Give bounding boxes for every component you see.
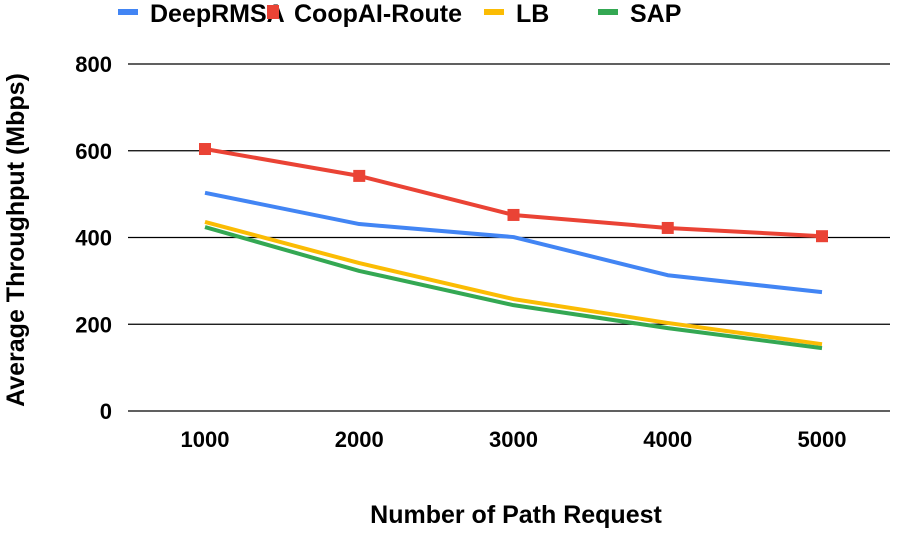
x-tick-labels: 1000 2000 3000 4000 5000: [181, 427, 847, 452]
series-line-deeprmsa: [204, 190, 823, 295]
series-lines: [199, 143, 828, 351]
legend-label: LB: [516, 0, 549, 28]
legend-marker-coopai-route: [267, 5, 279, 19]
data-point-marker: [507, 208, 520, 221]
x-tick-label: 4000: [643, 427, 692, 452]
data-point-marker: [816, 230, 828, 243]
series-line-coopai-route: [204, 147, 823, 239]
data-point-marker: [353, 169, 366, 182]
legend-item: SAP: [598, 0, 681, 28]
legend-label: SAP: [630, 0, 681, 28]
legend-marker-lb: [484, 9, 504, 15]
y-axis-title: Average Throughput (Mbps): [2, 73, 30, 407]
y-tick-label: 0: [100, 399, 112, 424]
legend: DeepRMSA CoopAI-Route LB SAP: [118, 0, 681, 28]
legend-item: CoopAI-Route: [267, 0, 462, 28]
series-line-lb: [204, 219, 823, 347]
x-tick-label: 3000: [489, 427, 538, 452]
x-tick-label: 2000: [335, 427, 384, 452]
legend-label: DeepRMSA: [150, 0, 285, 28]
series-line-sap: [204, 225, 823, 351]
data-point-marker: [661, 221, 674, 234]
y-tick-label: 200: [75, 312, 112, 337]
legend-label: CoopAI-Route: [294, 0, 462, 28]
x-tick-label: 5000: [798, 427, 847, 452]
legend-item: LB: [484, 0, 549, 28]
legend-marker-deeprmsa: [118, 9, 138, 15]
legend-marker-sap: [598, 9, 618, 15]
legend-item: DeepRMSA: [118, 0, 285, 28]
data-point-marker: [199, 143, 211, 156]
y-tick-label: 600: [75, 139, 112, 164]
y-tick-label: 400: [75, 226, 112, 251]
y-tick-labels: 0 200 400 600 800: [75, 52, 112, 424]
x-axis-title: Number of Path Request: [370, 501, 662, 529]
x-tick-label: 1000: [181, 427, 230, 452]
y-tick-label: 800: [75, 52, 112, 77]
